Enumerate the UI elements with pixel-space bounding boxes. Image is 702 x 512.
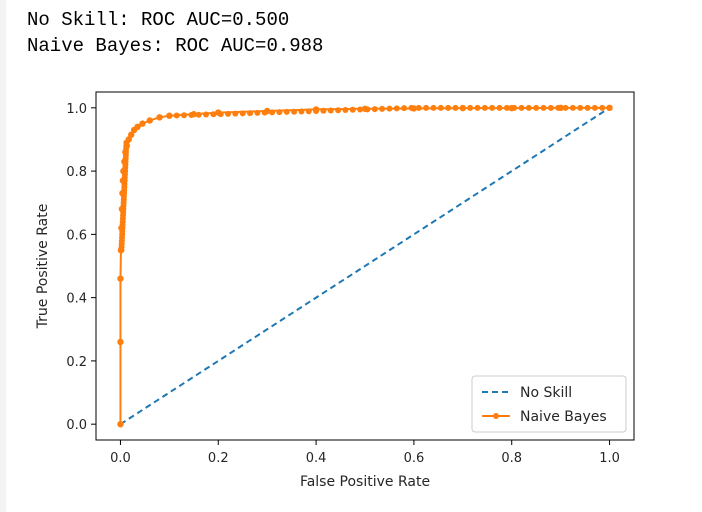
- legend-label: Naive Bayes: [520, 409, 607, 425]
- data-point: [195, 111, 202, 118]
- data-point: [489, 104, 496, 111]
- data-point: [283, 108, 290, 115]
- data-point: [445, 104, 452, 111]
- data-point: [357, 106, 364, 113]
- data-point: [117, 275, 124, 282]
- data-point: [261, 109, 268, 116]
- x-axis-label: False Positive Rate: [300, 474, 430, 490]
- data-point: [320, 107, 327, 114]
- x-tick-label: 0.4: [306, 451, 327, 466]
- data-point: [540, 104, 547, 111]
- data-point: [117, 338, 124, 346]
- data-point: [247, 110, 254, 117]
- data-point: [128, 131, 135, 138]
- data-point: [467, 104, 474, 111]
- data-point: [364, 106, 371, 113]
- data-point: [408, 104, 415, 111]
- y-tick-label: 0.2: [66, 355, 87, 370]
- data-point: [139, 120, 146, 127]
- data-point: [423, 104, 430, 111]
- data-point: [379, 105, 386, 112]
- data-point: [313, 107, 320, 114]
- data-point: [156, 114, 163, 121]
- data-point: [481, 104, 488, 111]
- x-tick-label: 0.8: [501, 451, 522, 466]
- data-point: [239, 110, 246, 117]
- data-point: [327, 107, 334, 114]
- data-point: [569, 104, 576, 111]
- data-point: [173, 112, 180, 119]
- legend-label: No Skill: [520, 385, 572, 401]
- data-point: [591, 104, 598, 111]
- y-tick-label: 1.0: [66, 102, 87, 117]
- data-point: [415, 104, 422, 111]
- data-point: [459, 104, 466, 111]
- data-point: [117, 420, 124, 428]
- data-point: [452, 104, 459, 111]
- x-tick-label: 1.0: [599, 451, 620, 466]
- data-point: [547, 104, 554, 111]
- data-point: [188, 112, 195, 119]
- data-point: [217, 111, 224, 118]
- data-point: [496, 104, 503, 111]
- data-point: [393, 105, 400, 112]
- data-point: [269, 109, 276, 116]
- data-point: [584, 104, 591, 111]
- data-point: [146, 117, 153, 124]
- y-axis-label: True Positive Rate: [35, 204, 51, 330]
- data-point: [342, 107, 349, 114]
- data-point: [437, 104, 444, 111]
- data-point: [349, 106, 356, 113]
- data-point: [562, 104, 569, 111]
- data-point: [577, 104, 584, 111]
- data-point: [386, 105, 393, 112]
- data-point: [276, 109, 283, 116]
- data-point: [123, 139, 130, 146]
- y-tick-label: 0.4: [66, 292, 87, 307]
- plot-frame: [95, 91, 635, 441]
- data-point: [430, 104, 437, 111]
- legend-box: [471, 375, 627, 433]
- data-point: [203, 111, 210, 118]
- data-point: [518, 104, 525, 111]
- x-tick-label: 0.2: [208, 451, 229, 466]
- data-point: [503, 104, 510, 111]
- data-point: [305, 108, 312, 115]
- data-point: [401, 105, 408, 112]
- notebook-gutter: [0, 0, 6, 512]
- y-tick-label: 0.6: [66, 228, 87, 243]
- data-point: [335, 107, 342, 114]
- data-point: [474, 104, 481, 111]
- output-line-no-skill-auc: No Skill: ROC AUC=0.500: [27, 9, 290, 31]
- data-point: [511, 104, 518, 111]
- data-point: [298, 108, 305, 115]
- data-point: [291, 108, 298, 115]
- data-point: [254, 109, 261, 116]
- data-point: [232, 110, 239, 117]
- y-tick-label: 0.0: [66, 418, 87, 433]
- data-point: [371, 106, 378, 113]
- data-point: [134, 123, 141, 130]
- data-point: [599, 104, 606, 111]
- data-point: [555, 104, 562, 111]
- data-point: [606, 104, 613, 111]
- data-point: [166, 112, 173, 119]
- output-line-naive-bayes-auc: Naive Bayes: ROC AUC=0.988: [27, 35, 324, 57]
- y-tick-label: 0.8: [66, 165, 87, 180]
- x-tick-label: 0.6: [404, 451, 425, 466]
- data-point: [533, 104, 540, 111]
- data-point: [225, 110, 232, 117]
- legend-marker: [493, 413, 499, 419]
- x-tick-label: 0.0: [110, 451, 131, 466]
- series-line-no-skill: [119, 106, 611, 426]
- data-point: [525, 104, 532, 111]
- data-point: [181, 112, 188, 119]
- data-point: [210, 111, 217, 118]
